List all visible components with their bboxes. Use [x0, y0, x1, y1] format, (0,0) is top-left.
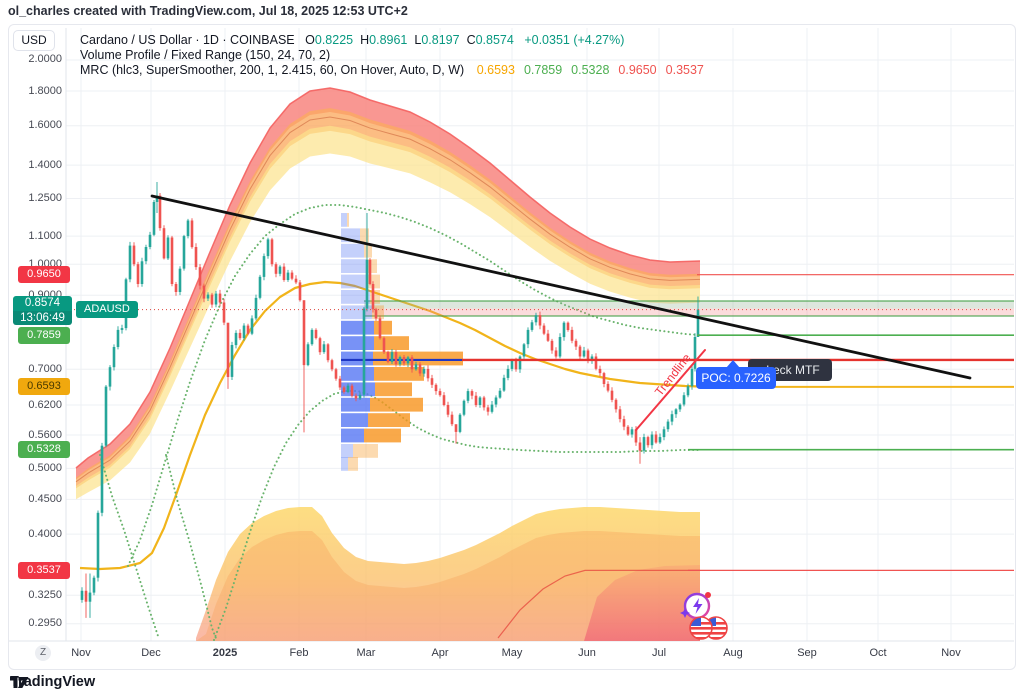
mrc-value: 0.5328: [571, 63, 610, 77]
price-badge-0.9650: 0.9650: [18, 266, 70, 283]
ohlc-key: O: [305, 33, 315, 47]
time-tick-Mar: Mar: [356, 647, 376, 659]
time-tick-Nov: Nov: [941, 647, 961, 659]
poc-callout-arrow-icon: [726, 360, 740, 368]
price-badge-0.3537: 0.3537: [18, 562, 70, 579]
scale-z-button[interactable]: Z: [35, 645, 51, 661]
ohlc-value: 0.8225: [314, 33, 354, 47]
price-tick-0.5600: 0.5600: [28, 429, 62, 441]
time-tick-Jun: Jun: [578, 647, 596, 659]
bar-countdown: 13:06:49: [13, 311, 72, 325]
price-tick-0.6200: 0.6200: [28, 399, 62, 411]
price-tick-0.3250: 0.3250: [28, 589, 62, 601]
legend-symbol-row[interactable]: Cardano / US Dollar · 1D · COINBASE O0.8…: [80, 33, 624, 47]
time-tick-Oct: Oct: [869, 647, 887, 659]
mrc-value: 0.6593: [476, 63, 515, 77]
change-value: +0.0351 (+4.27%): [524, 33, 625, 47]
volume-profile-title: Volume Profile / Fixed Range (150, 24, 7…: [80, 48, 331, 62]
ohlc-key: C: [466, 33, 476, 47]
ohlc-value: 0.8574: [475, 33, 514, 47]
time-tick-Feb: Feb: [289, 647, 309, 659]
tradingview-logo-icon: [10, 677, 29, 688]
ohlc-key: L: [414, 33, 422, 47]
price-tick-1.1000: 1.1000: [28, 230, 62, 242]
price-tick-1.8000: 1.8000: [28, 85, 62, 97]
tradingview-logo[interactable]: TradingView: [10, 674, 95, 690]
price-tick-0.2950: 0.2950: [28, 617, 62, 629]
time-tick-Sep: Sep: [797, 647, 817, 659]
currency-unit-button[interactable]: USD: [13, 30, 55, 51]
tradingview-logo-text: TradingView: [10, 674, 96, 690]
ohlc-values: O0.8225 H0.8961 L0.8197 C0.8574: [298, 33, 514, 47]
sticker-icons: [680, 592, 728, 640]
time-tick-2025: 2025: [212, 647, 238, 659]
price-tick-0.5000: 0.5000: [28, 462, 62, 474]
mrc-value: 0.3537: [665, 63, 704, 77]
price-tick-0.4500: 0.4500: [28, 493, 62, 505]
time-tick-May: May: [501, 647, 523, 659]
mrc-value: 0.7859: [523, 63, 563, 77]
time-tick-Dec: Dec: [141, 647, 161, 659]
time-tick-Apr: Apr: [431, 647, 449, 659]
attribution-text: ol_charles created with TradingView.com,…: [8, 4, 408, 18]
price-badge-0.6593: 0.6593: [18, 378, 70, 395]
current-price-value: 0.8574: [13, 296, 72, 311]
price-tick-1.2500: 1.2500: [28, 192, 62, 204]
price-tick-0.4000: 0.4000: [28, 528, 62, 540]
ohlc-key: H: [360, 33, 370, 47]
ohlc-value: 0.8961: [369, 33, 408, 47]
mrc-title: MRC (hlc3, SuperSmoother, 200, 1, 2.415,…: [80, 63, 465, 77]
price-tick-1.6000: 1.6000: [28, 119, 62, 131]
price-tick-2.0000: 2.0000: [28, 53, 62, 65]
symbol-price-tag: ADAUSD: [76, 301, 138, 318]
time-tick-Jul: Jul: [651, 647, 667, 659]
time-tick-Nov: Nov: [71, 647, 91, 659]
price-badge-0.5328: 0.5328: [18, 441, 70, 458]
legend-mrc-row[interactable]: MRC (hlc3, SuperSmoother, 200, 1, 2.415,…: [80, 63, 704, 77]
time-tick-Aug: Aug: [723, 647, 743, 659]
mrc-values: 0.6593 0.7859 0.5328 0.9650 0.3537: [468, 63, 704, 77]
price-tick-1.4000: 1.4000: [28, 159, 62, 171]
price-tick-0.7000: 0.7000: [28, 363, 62, 375]
symbol-title: Cardano / US Dollar · 1D · COINBASE: [80, 33, 295, 47]
current-price-badge: 0.8574 13:06:49: [13, 296, 72, 325]
legend-volume-profile-row[interactable]: Volume Profile / Fixed Range (150, 24, 7…: [80, 48, 330, 62]
poc-price-label[interactable]: POC: 0.7226: [696, 360, 776, 389]
mrc-value: 0.9650: [618, 63, 657, 77]
ohlc-value: 0.8197: [421, 33, 460, 47]
price-badge-0.7859: 0.7859: [18, 327, 70, 344]
